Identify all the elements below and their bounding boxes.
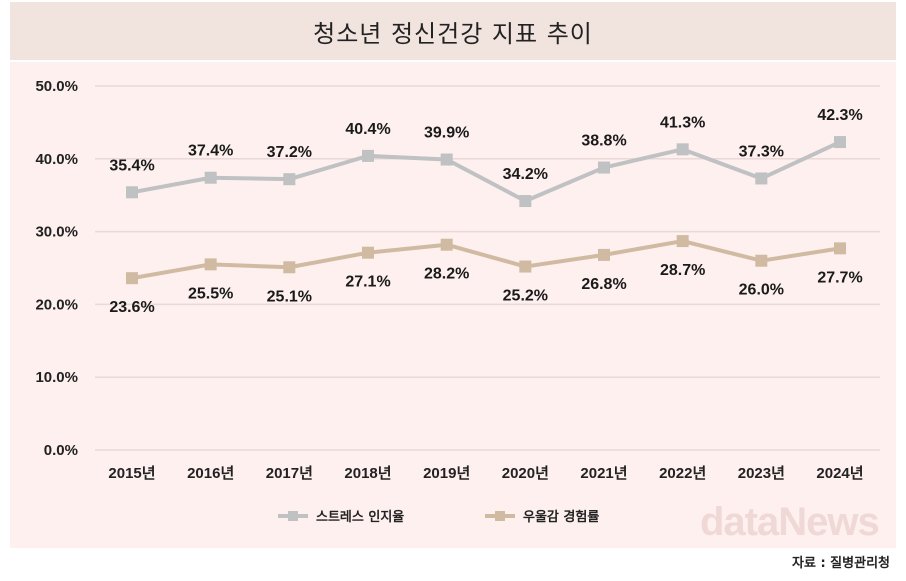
x-tick-label: 2019년 <box>423 465 470 482</box>
data-point <box>126 186 138 199</box>
series-line-2 <box>131 239 841 281</box>
data-label: 27.1% <box>345 274 390 291</box>
data-label: 37.2% <box>267 144 312 161</box>
data-label: 25.5% <box>188 285 233 302</box>
data-point <box>204 258 217 271</box>
y-tick-label: 40.0% <box>35 151 78 168</box>
y-tick-label: 50.0% <box>35 78 78 95</box>
data-point <box>519 195 532 208</box>
data-label: 37.3% <box>739 143 784 160</box>
data-point <box>676 235 689 248</box>
data-point <box>676 143 689 156</box>
data-label: 25.2% <box>503 288 548 305</box>
x-tick-label: 2017년 <box>266 465 313 482</box>
x-tick-label: 2022년 <box>659 465 706 482</box>
legend-marker <box>495 511 505 521</box>
y-tick-label: 10.0% <box>35 369 78 386</box>
data-label: 37.4% <box>188 143 233 160</box>
data-point <box>440 153 453 166</box>
x-tick-label: 2015년 <box>108 465 155 482</box>
data-label: 26.0% <box>739 282 784 299</box>
data-label: 23.6% <box>109 299 154 316</box>
data-point <box>283 173 296 186</box>
data-point <box>204 171 217 184</box>
data-point <box>519 260 532 273</box>
data-point <box>362 149 374 162</box>
data-point <box>598 248 610 261</box>
x-tick-label: 2018년 <box>344 465 391 482</box>
y-tick-label: 30.0% <box>35 224 78 241</box>
x-tick-label: 2016년 <box>187 465 234 482</box>
data-point <box>755 172 768 185</box>
y-tick-label: 20.0% <box>35 296 78 313</box>
data-label: 35.4% <box>109 157 154 174</box>
data-point <box>598 161 610 174</box>
chart-title: 청소년 정신건강 지표 추이 <box>313 19 593 48</box>
x-tick-label: 2023년 <box>738 465 785 482</box>
watermark-logo: dataNews <box>700 500 880 544</box>
data-label: 28.7% <box>660 262 705 279</box>
data-label: 34.2% <box>503 166 548 183</box>
data-label: 27.7% <box>817 269 862 286</box>
x-tick-label: 2020년 <box>502 465 549 482</box>
data-point <box>755 254 768 267</box>
data-point <box>362 246 374 259</box>
legend-marker <box>288 511 298 521</box>
legend-label: 우울감 경험률 <box>523 509 599 525</box>
data-label: 39.9% <box>424 125 469 142</box>
title-band: 청소년 정신건강 지표 추이 <box>10 2 896 60</box>
series-line-1 <box>131 140 841 204</box>
x-tick-label: 2021년 <box>580 465 627 482</box>
x-tick-label: 2024년 <box>816 465 863 482</box>
data-point <box>283 261 296 274</box>
data-point <box>440 238 453 251</box>
data-point <box>834 242 846 255</box>
source-note: 자료 : 질병관리청 <box>792 556 890 571</box>
y-tick-label: 0.0% <box>44 442 78 459</box>
data-point <box>834 136 846 149</box>
data-label: 26.8% <box>581 276 626 293</box>
data-label: 25.1% <box>267 288 312 305</box>
data-label: 38.8% <box>581 133 626 150</box>
data-point <box>126 272 138 285</box>
legend-label: 스트레스 인지율 <box>316 509 404 525</box>
data-label: 42.3% <box>817 107 862 124</box>
data-label: 40.4% <box>345 121 390 138</box>
data-label: 41.3% <box>660 114 705 131</box>
data-label: 28.2% <box>424 266 469 283</box>
